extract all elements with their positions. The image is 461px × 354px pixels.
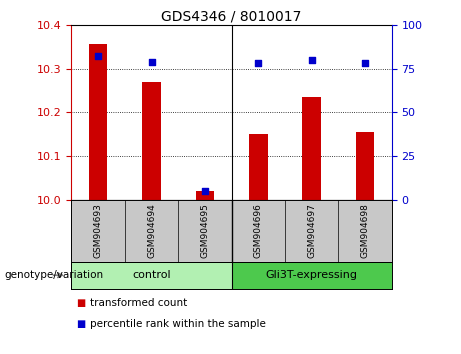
Point xyxy=(148,59,155,64)
Bar xyxy=(89,45,107,200)
Bar xyxy=(71,262,231,289)
Text: GSM904696: GSM904696 xyxy=(254,204,263,258)
Bar xyxy=(356,132,374,200)
Text: ■: ■ xyxy=(76,298,85,308)
Text: control: control xyxy=(132,270,171,280)
Point xyxy=(308,57,315,63)
Point xyxy=(254,61,262,66)
Bar xyxy=(249,134,268,200)
Bar xyxy=(302,97,321,200)
Text: GSM904697: GSM904697 xyxy=(307,204,316,258)
Point xyxy=(95,53,102,59)
Text: GSM904694: GSM904694 xyxy=(147,204,156,258)
Point xyxy=(201,188,209,194)
Text: genotype/variation: genotype/variation xyxy=(5,270,104,280)
Text: ■: ■ xyxy=(76,319,85,329)
Title: GDS4346 / 8010017: GDS4346 / 8010017 xyxy=(161,10,302,24)
Text: GSM904693: GSM904693 xyxy=(94,204,103,258)
Text: GSM904698: GSM904698 xyxy=(361,204,370,258)
Bar xyxy=(142,82,161,200)
Text: GSM904695: GSM904695 xyxy=(201,204,209,258)
Bar xyxy=(231,262,392,289)
Point xyxy=(361,61,369,66)
Text: Gli3T-expressing: Gli3T-expressing xyxy=(266,270,358,280)
Text: percentile rank within the sample: percentile rank within the sample xyxy=(90,319,266,329)
Text: transformed count: transformed count xyxy=(90,298,187,308)
Bar xyxy=(195,191,214,200)
